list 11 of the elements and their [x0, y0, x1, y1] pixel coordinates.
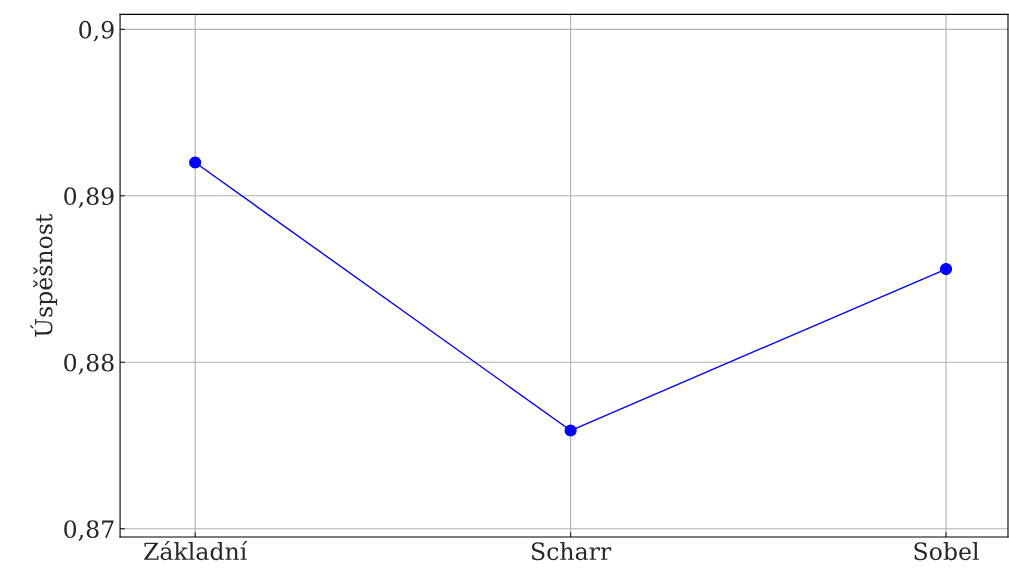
y-axis-title: Úspěšnost	[30, 213, 58, 337]
x-tick-label: Základní	[144, 540, 248, 561]
y-tick-label: 0,87	[64, 520, 114, 541]
y-tick-label: 0,88	[64, 353, 114, 375]
x-tick-label: Scharr	[531, 541, 612, 561]
point	[189, 156, 202, 169]
y-tick-label: 0,9	[79, 20, 114, 42]
y-tick-label: 0,89	[64, 187, 114, 208]
point	[564, 424, 577, 437]
x-tick-label: Sobel	[914, 541, 979, 561]
point	[939, 262, 953, 276]
